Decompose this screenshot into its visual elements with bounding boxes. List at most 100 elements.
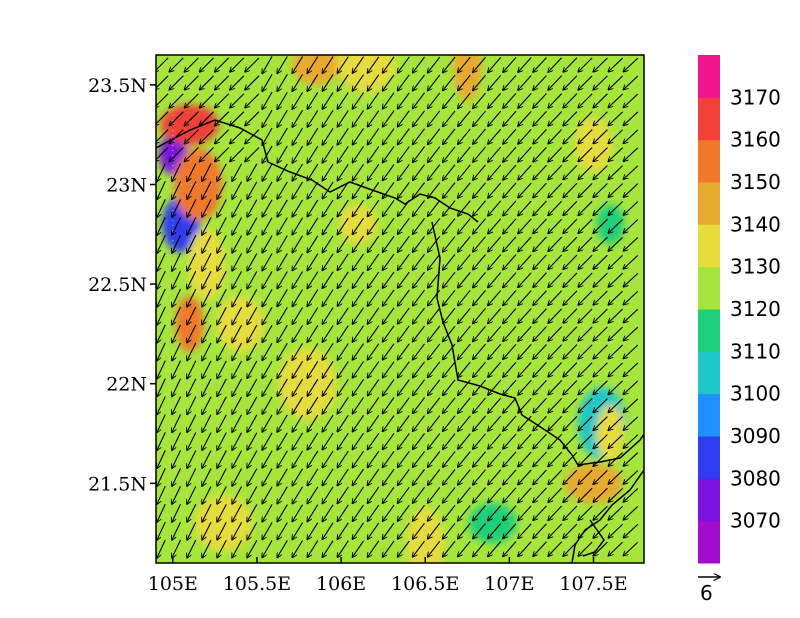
y-axis: 23.5N 23N 22.5N 22N 21.5N	[88, 75, 156, 495]
wind-vector	[292, 307, 304, 324]
wind-vector	[563, 200, 578, 215]
wind-vector	[337, 163, 349, 181]
wind-vector	[397, 235, 410, 252]
wind-vector	[443, 92, 456, 109]
wind-vector	[157, 360, 166, 379]
wind-vector	[548, 451, 563, 467]
wind-vector	[337, 199, 349, 217]
wind-vector	[247, 163, 258, 181]
wind-vector	[623, 344, 639, 359]
wind-vector	[382, 486, 395, 503]
wind-vector	[593, 362, 608, 377]
wind-vector	[397, 56, 410, 73]
wind-vector	[593, 326, 608, 341]
wind-vector	[157, 163, 166, 181]
wind-vector	[412, 361, 425, 378]
wind-vector	[443, 505, 456, 521]
wind-vector	[277, 289, 288, 306]
wind-vector	[443, 397, 456, 414]
wind-vector	[578, 362, 593, 377]
wind-vector	[217, 360, 227, 379]
wind-vector	[623, 398, 639, 413]
wind-vector	[247, 217, 258, 235]
wind-vector	[412, 164, 425, 181]
wind-vector	[428, 397, 441, 414]
wind-vector	[397, 110, 410, 127]
wind-vector	[277, 271, 288, 289]
wind-vector	[533, 308, 547, 324]
wind-vector	[232, 378, 243, 397]
wind-vector	[503, 110, 517, 126]
wind-vector	[337, 396, 349, 414]
wind-vector	[202, 396, 212, 415]
wind-vector	[412, 504, 425, 521]
wind-vector	[518, 290, 532, 306]
wind-vector	[518, 344, 532, 359]
wind-vector	[277, 540, 288, 557]
wind-vector	[307, 468, 319, 486]
wind-vector	[322, 414, 334, 432]
wind-vector	[262, 235, 273, 253]
wind-vector	[548, 433, 563, 449]
wind-vector	[322, 361, 334, 378]
wind-vector	[458, 56, 471, 73]
wind-vector	[157, 414, 166, 432]
wind-vector	[382, 522, 395, 539]
wind-vector	[623, 147, 639, 162]
wind-vector	[352, 56, 365, 74]
wind-vector	[202, 163, 212, 182]
wind-vector	[382, 235, 395, 252]
wind-vector	[382, 397, 395, 413]
wind-vector	[458, 164, 471, 181]
wind-vector	[382, 307, 395, 324]
wind-vector	[382, 253, 395, 270]
wind-vector	[548, 164, 563, 180]
wind-vector	[593, 290, 608, 305]
wind-vector	[473, 236, 486, 252]
wind-vector	[458, 343, 471, 360]
wind-vector	[458, 92, 471, 109]
wind-vector	[184, 57, 199, 72]
wind-vector	[247, 396, 258, 414]
wind-vector	[428, 522, 441, 539]
wind-vector	[262, 414, 273, 432]
wind-vector	[503, 128, 517, 144]
wind-vector	[262, 396, 273, 414]
wind-vector	[533, 236, 547, 252]
wind-vector	[337, 343, 349, 360]
wind-vector	[322, 432, 334, 450]
wind-vector	[488, 541, 502, 556]
wind-vector	[488, 469, 502, 485]
wind-vector	[593, 452, 608, 466]
wind-vector	[292, 522, 304, 540]
wind-vector	[199, 147, 214, 162]
wind-vector	[262, 450, 273, 468]
wind-vector	[157, 270, 166, 289]
wind-vector	[458, 325, 471, 342]
wind-vector	[473, 541, 486, 556]
wind-vector	[215, 147, 230, 162]
wind-vector	[458, 451, 471, 468]
wind-vector	[578, 523, 593, 538]
wind-vector	[245, 93, 260, 108]
wind-vector	[608, 129, 624, 144]
wind-vector	[488, 325, 502, 341]
wind-vector	[458, 128, 471, 145]
wind-vector	[593, 487, 608, 502]
wind-vector	[202, 468, 212, 486]
wind-vector	[563, 236, 578, 251]
wind-vector	[412, 128, 425, 145]
wind-vector	[578, 308, 593, 323]
wind-vector	[397, 451, 410, 467]
wind-vector	[367, 56, 380, 73]
wind-vector	[563, 218, 578, 233]
wind-vector	[397, 164, 410, 180]
wind-vector	[488, 361, 502, 377]
wind-vector	[367, 504, 380, 521]
wind-vector	[518, 110, 532, 126]
wind-vector	[292, 145, 304, 163]
wind-vector	[623, 201, 639, 216]
wind-vector	[262, 360, 273, 378]
wind-vector	[172, 217, 182, 235]
wind-vector	[202, 181, 212, 200]
